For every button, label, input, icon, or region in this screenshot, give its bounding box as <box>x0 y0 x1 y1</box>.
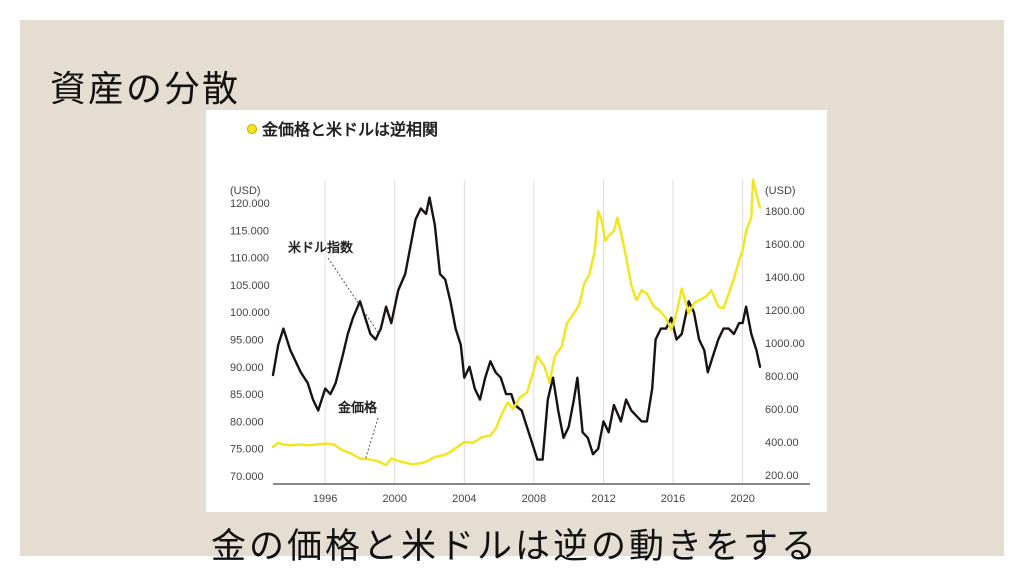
x-tick-label: 2000 <box>383 493 407 505</box>
left-tick-label: 70.000 <box>230 471 264 483</box>
gold-price-annotation: 金価格 <box>337 400 378 415</box>
chart-title-dot-icon <box>247 124 257 134</box>
right-tick-label: 400.00 <box>765 437 799 449</box>
right-tick-label: 1400.00 <box>765 272 805 284</box>
left-tick-label: 105.000 <box>230 280 270 292</box>
left-tick-label: 100.000 <box>230 307 270 319</box>
x-tick-label: 2012 <box>591 493 615 505</box>
right-tick-label: 1800.00 <box>765 206 805 218</box>
chart: 金価格と米ドルは逆相関 (USD) (USD) 1996 2000 2004 2008… <box>230 120 810 505</box>
right-tick-label: 800.00 <box>765 371 799 383</box>
chart-title: 金価格と米ドルは逆相関 <box>261 120 438 139</box>
left-tick-label: 90.000 <box>230 362 264 374</box>
annotation-leader-line <box>364 417 379 461</box>
right-axis-unit: (USD) <box>765 185 796 197</box>
x-tick-label: 2004 <box>452 493 476 505</box>
right-tick-label: 1600.00 <box>765 239 805 251</box>
left-tick-label: 85.000 <box>230 389 264 401</box>
x-tick-label: 2008 <box>522 493 546 505</box>
annotation-leader-line <box>327 257 380 335</box>
left-tick-label: 120.000 <box>230 198 270 210</box>
left-tick-label: 115.000 <box>230 225 269 237</box>
left-tick-label: 95.000 <box>230 335 264 347</box>
usd-index-series-line <box>271 196 762 461</box>
x-tick-label: 2020 <box>730 493 754 505</box>
gold-price-series-line <box>271 178 762 467</box>
right-tick-label: 1200.00 <box>765 305 805 317</box>
chart-panel: 金価格と米ドルは逆相関 (USD) (USD) 1996 2000 2004 2008… <box>206 110 827 512</box>
left-tick-label: 110.000 <box>230 253 269 265</box>
slide-background: 資産の分散 金価格と米ドルは逆相関 (USD) (USD) 1996 2000 20… <box>20 20 1004 567</box>
left-axis-unit: (USD) <box>230 185 261 197</box>
slide-caption: 金の価格と米ドルは逆の動きをする <box>210 527 819 567</box>
usd-index-annotation: 米ドル指数 <box>288 240 354 255</box>
x-tick-label: 1996 <box>313 493 337 505</box>
left-tick-label: 80.000 <box>230 416 264 428</box>
right-tick-label: 600.00 <box>765 404 799 416</box>
slide-title: 資産の分散 <box>50 69 241 110</box>
x-tick-label: 2016 <box>661 493 685 505</box>
left-tick-label: 75.000 <box>230 444 264 456</box>
right-tick-label: 1000.00 <box>765 338 805 350</box>
right-tick-label: 200.00 <box>765 470 799 482</box>
